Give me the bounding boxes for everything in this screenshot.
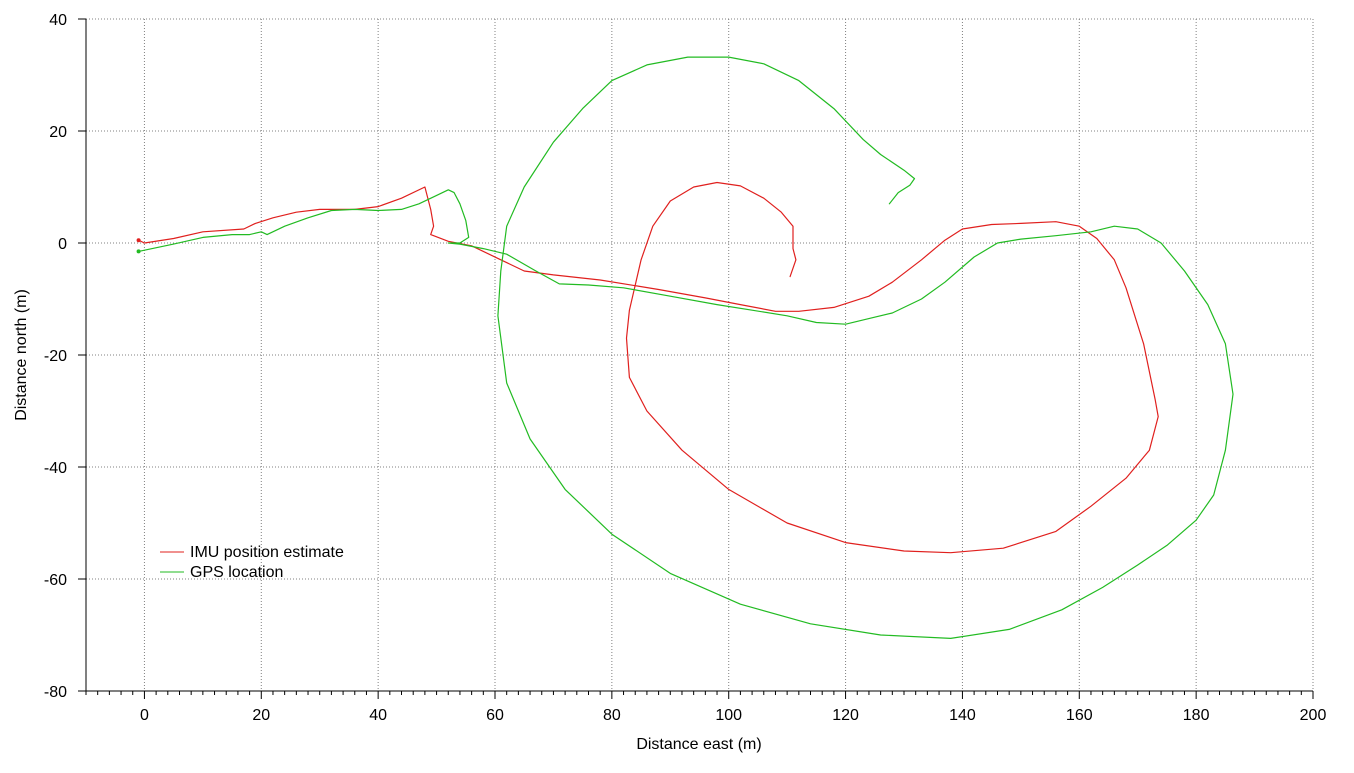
y-axis-title: Distance north (m) <box>13 289 30 421</box>
legend-label-imu: IMU position estimate <box>190 544 344 561</box>
y-tick-label: -40 <box>44 460 67 477</box>
y-tick-label: 0 <box>58 236 67 253</box>
x-tick-label: 60 <box>486 707 504 724</box>
series-line-imu <box>138 181 1159 554</box>
y-tick-label: -80 <box>44 684 67 701</box>
x-tick-label: 80 <box>603 707 621 724</box>
y-tick-label: 20 <box>49 124 67 141</box>
series-line-gps <box>138 56 1234 640</box>
grid-layer <box>86 18 1314 692</box>
x-tick-label: 160 <box>1066 707 1093 724</box>
y-tick-label: 40 <box>49 12 67 29</box>
series-layer <box>136 56 1234 640</box>
legend-label-gps: GPS location <box>190 564 283 581</box>
x-tick-label: 180 <box>1183 707 1210 724</box>
ticks-layer: 0 20 40 60 80 100 120 140 160 180 200 -80 -60 -40 -20 0… <box>44 12 1327 724</box>
legend: IMU position estimate GPS location <box>160 544 344 581</box>
start-marker <box>136 249 141 254</box>
x-tick-label: 0 <box>140 707 149 724</box>
x-tick-label: 140 <box>949 707 976 724</box>
x-axis-title: Distance east (m) <box>636 736 761 753</box>
y-tick-label: -60 <box>44 572 67 589</box>
x-tick-label: 120 <box>832 707 859 724</box>
x-tick-label: 20 <box>252 707 270 724</box>
axes-layer <box>85 19 1313 692</box>
start-marker <box>136 238 141 243</box>
x-tick-label: 200 <box>1300 707 1327 724</box>
x-tick-label: 40 <box>369 707 387 724</box>
y-tick-label: -20 <box>44 348 67 365</box>
x-tick-label: 100 <box>715 707 742 724</box>
